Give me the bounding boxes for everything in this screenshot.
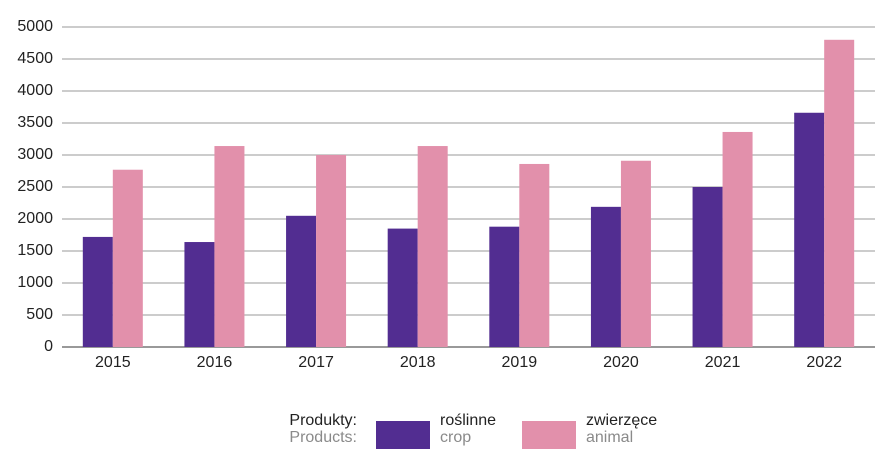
bar — [417, 146, 448, 347]
x-tick-label: 2022 — [806, 354, 842, 371]
x-tick-label: 2020 — [603, 354, 639, 371]
x-tick-label: 2021 — [705, 354, 741, 371]
x-tick-label: 2019 — [502, 354, 538, 371]
x-tick-label: 2017 — [298, 354, 334, 371]
bar — [316, 155, 347, 347]
bar — [722, 131, 753, 347]
bar — [824, 39, 855, 348]
bar — [112, 169, 143, 347]
legend-label: roślinne — [440, 412, 496, 429]
y-tick-label: 0 — [44, 338, 53, 355]
y-tick-label: 2000 — [17, 210, 53, 227]
bar — [387, 228, 418, 347]
legend-swatch — [376, 421, 430, 449]
bar — [590, 206, 621, 347]
legend-label-en: crop — [440, 429, 471, 446]
bar — [286, 215, 317, 347]
bar — [519, 163, 550, 347]
y-tick-label: 1500 — [17, 242, 53, 259]
y-tick-label: 500 — [26, 306, 53, 323]
y-tick-label: 3500 — [17, 114, 53, 131]
bar — [692, 187, 723, 347]
y-tick-label: 4500 — [17, 50, 53, 67]
y-tick-label: 3000 — [17, 146, 53, 163]
x-tick-label: 2015 — [95, 354, 131, 371]
y-tick-label: 5000 — [17, 18, 53, 35]
y-tick-label: 4000 — [17, 82, 53, 99]
legend-title: Produkty: — [289, 412, 357, 429]
bar — [184, 242, 215, 347]
y-tick-label: 1000 — [17, 274, 53, 291]
x-tick-label: 2016 — [197, 354, 233, 371]
y-tick-label: 2500 — [17, 178, 53, 195]
legend-title-en: Products: — [289, 429, 357, 446]
legend-label-en: animal — [586, 429, 633, 446]
bar — [214, 146, 245, 347]
legend-label: zwierzęce — [586, 412, 657, 429]
bar — [794, 112, 825, 347]
x-tick-label: 2018 — [400, 354, 436, 371]
bar — [489, 226, 520, 347]
bar — [620, 160, 651, 347]
legend-swatch — [522, 421, 576, 449]
bar — [82, 236, 113, 347]
